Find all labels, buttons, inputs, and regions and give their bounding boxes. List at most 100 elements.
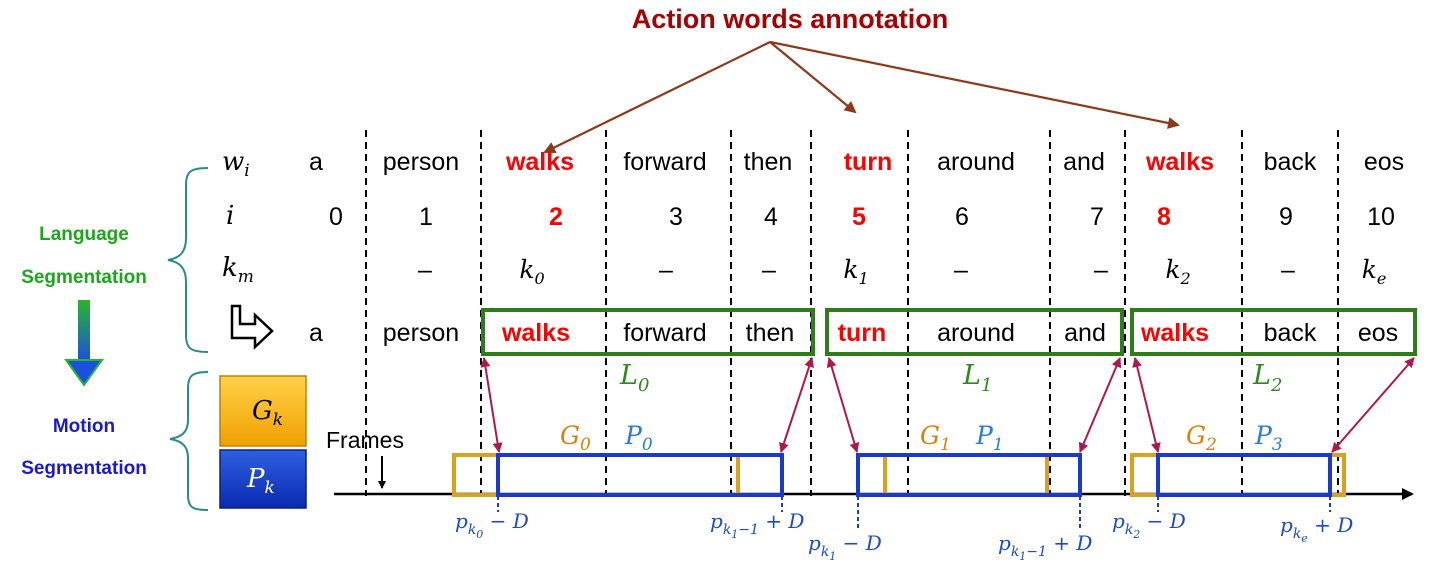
word-1: person: [383, 148, 459, 176]
k-value-1: –: [418, 256, 432, 284]
title-arrows: [543, 40, 1180, 153]
word-9: back: [1264, 148, 1317, 176]
boundary-links: [480, 357, 1415, 453]
segment-label-l0: L0: [619, 360, 649, 396]
segment-label-p0: P0: [624, 421, 653, 455]
segmentation-flow-arrow-head: [64, 359, 104, 387]
legend-g-box: [219, 375, 307, 447]
word-6: around: [937, 148, 1015, 176]
row-label-k: km: [222, 253, 254, 287]
boundary-drops: [497, 496, 1331, 530]
segmentation-flow-arrow: [78, 300, 90, 362]
output-word-0: a: [309, 319, 323, 347]
diagram-title: Action words annotation: [632, 4, 949, 34]
output-word-3: forward: [623, 319, 706, 347]
p-boxes: [496, 453, 1332, 497]
segment-label-p1: P1: [975, 421, 1004, 455]
p-box-2: [1156, 453, 1332, 497]
boundary-link-2: [826, 357, 860, 453]
word-3: forward: [623, 148, 706, 176]
boundary-label-pk2-minus-d: pk2 − D: [1112, 509, 1186, 541]
boundary-label-pk1-minus-d: pk1 − D: [808, 531, 882, 563]
segment-box-l2: [1130, 308, 1417, 356]
motion-brace: [169, 371, 209, 511]
title-arrow-walks-2: [769, 40, 1180, 129]
p-box-0: [496, 453, 784, 497]
row-label-i: i: [226, 201, 234, 231]
k-value-5: k1: [843, 255, 868, 288]
index-7: 7: [1090, 203, 1104, 231]
legend-p-label: Pk: [246, 464, 275, 498]
index-row: 0 1 2 3 4 5 6 7 8 9 10: [329, 203, 1395, 231]
language-brace: [167, 167, 209, 353]
segment-label-g2: G2: [1186, 421, 1217, 455]
index-9: 9: [1279, 203, 1293, 231]
title-arrow-walks: [543, 41, 771, 153]
row-labels: wi i km: [222, 147, 274, 350]
k-value-3: –: [659, 256, 673, 284]
index-5: 5: [852, 203, 866, 231]
output-word-7: and: [1064, 319, 1106, 347]
g-boxes: [452, 453, 1346, 497]
boundary-label-pke-plus-d: pke + D: [1280, 513, 1353, 545]
segment-label-p3: P3: [1254, 421, 1283, 455]
k-value-9: –: [1281, 256, 1295, 284]
braces: [167, 167, 209, 511]
boundary-label-pk1m1-plus-d-2: pk1−1 + D: [998, 531, 1092, 563]
segment-gp-labels: G0 P0 G1 P1 G2 P3: [560, 421, 1283, 455]
output-word-8: walks: [1140, 319, 1209, 347]
word-4: then: [744, 148, 793, 176]
word-7: and: [1063, 148, 1105, 176]
output-word-2: walks: [501, 319, 570, 347]
motion-label-2: Segmentation: [21, 458, 147, 479]
word-2: walks: [505, 148, 574, 176]
word-10: eos: [1364, 148, 1404, 176]
g-box-2: [1130, 453, 1346, 497]
motion-label-1: Motion: [53, 416, 115, 437]
output-word-5: turn: [838, 319, 887, 347]
output-word-6: around: [937, 319, 1015, 347]
p-box-1: [856, 453, 1082, 497]
row-label-w: wi: [222, 147, 250, 181]
boundary-link-1: [779, 357, 814, 453]
boundary-link-0: [480, 357, 503, 453]
k-value-7: –: [1094, 256, 1108, 284]
frames-label: Frames: [326, 427, 404, 453]
boundary-link-4: [1132, 357, 1161, 453]
segment-label-l1: L1: [962, 360, 992, 396]
index-1: 1: [419, 203, 433, 231]
segment-box-l1: [825, 308, 1124, 356]
index-8: 8: [1157, 203, 1171, 231]
segment-box-l0: [481, 308, 815, 356]
words-row: a person walks forward then turn around and walk…: [309, 148, 1404, 176]
index-3: 3: [669, 203, 683, 231]
output-word-10: eos: [1358, 319, 1398, 347]
boundary-label-pk1m1-plus-d: pk1−1 + D: [710, 509, 804, 541]
segment-l-labels: L0 L1 L2: [619, 360, 1282, 396]
index-2: 2: [549, 203, 563, 231]
boundary-label-pk0-minus-d: pk0 − D: [455, 509, 529, 541]
output-word-4: then: [746, 319, 795, 347]
k-value-10: ke: [1362, 255, 1387, 288]
k-value-4: –: [762, 256, 776, 284]
k-value-2: k0: [519, 255, 544, 288]
language-label-2: Segmentation: [21, 267, 147, 288]
output-words-row: a person walks forward then turn around and walk…: [309, 319, 1398, 347]
boundary-labels: pk0 − D pk1−1 + D pk1 − D pk1−1 + D pk2 …: [455, 509, 1353, 563]
title-arrow-turn: [769, 41, 857, 114]
output-word-9: back: [1264, 319, 1317, 347]
segment-label-g0: G0: [560, 421, 591, 455]
language-label-1: Language: [39, 224, 129, 245]
word-8: walks: [1145, 148, 1214, 176]
word-5: turn: [844, 148, 893, 176]
index-4: 4: [764, 203, 778, 231]
word-0: a: [309, 148, 323, 176]
boundary-link-5: [1331, 357, 1415, 453]
legend: Gk Pk: [219, 375, 307, 509]
segment-label-l2: L2: [1252, 360, 1282, 396]
k-value-6: –: [954, 256, 968, 284]
output-word-1: person: [383, 319, 459, 347]
index-0: 0: [329, 203, 343, 231]
